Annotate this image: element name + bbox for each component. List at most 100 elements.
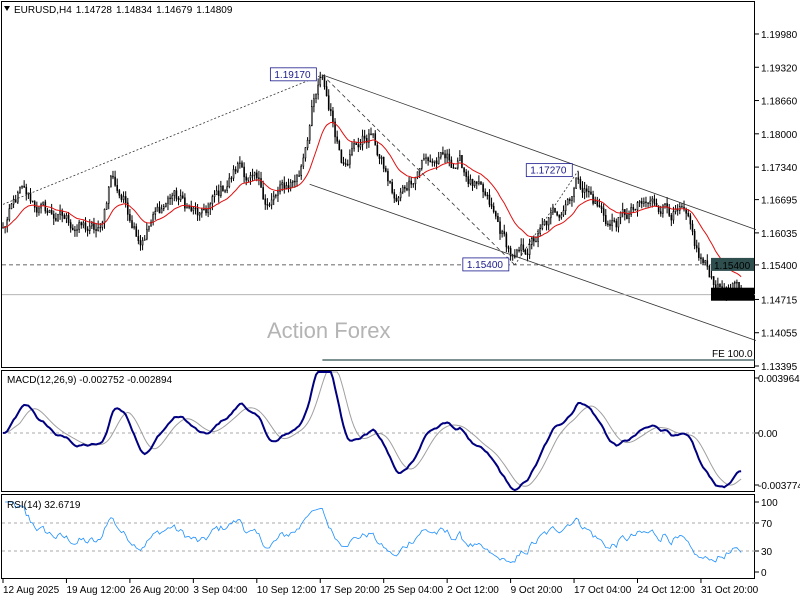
candle-body	[659, 211, 662, 214]
candle-body	[533, 238, 535, 242]
candle-body	[473, 181, 476, 187]
candle-body	[592, 194, 594, 204]
candle-body	[228, 177, 231, 188]
candle-body	[249, 175, 252, 179]
candle-body	[302, 157, 305, 167]
candle-body	[416, 171, 419, 178]
candle-body	[712, 276, 715, 286]
candle-body	[573, 188, 575, 197]
candle-body	[175, 190, 178, 199]
time-tick-label: 17 Sep 20:00	[320, 585, 380, 596]
candle-body	[19, 186, 21, 193]
macd-tick-label: 0.003964	[758, 374, 800, 385]
candle-body	[8, 208, 11, 221]
candle-body	[332, 110, 334, 123]
candle-body	[465, 171, 467, 177]
candle-body	[429, 160, 432, 163]
candle-body	[110, 175, 112, 188]
candle-body	[21, 185, 23, 188]
candle-body	[275, 194, 277, 197]
price-panel-frame	[1, 1, 755, 368]
candle-body	[241, 162, 243, 168]
close-value: 1.14809	[196, 5, 233, 16]
candle-body	[710, 276, 713, 278]
candle-body	[97, 226, 99, 231]
candle-body	[566, 199, 569, 206]
candle-body	[359, 144, 362, 148]
candle-body	[156, 206, 159, 212]
candle-body	[554, 207, 556, 213]
candle-body	[509, 248, 512, 257]
candle-body	[340, 149, 343, 163]
candle-body	[437, 156, 440, 165]
candle-body	[327, 95, 330, 110]
candle-body	[619, 212, 622, 218]
candle-body	[600, 206, 603, 209]
candle-body	[91, 223, 93, 227]
candle-body	[167, 197, 169, 204]
candle-body	[456, 160, 459, 169]
candle-body	[230, 177, 233, 180]
candle-body	[632, 207, 635, 210]
price-tick-label: 1.14055	[761, 329, 798, 340]
candle-body	[486, 194, 489, 197]
candle-body	[549, 211, 552, 219]
candle-body	[313, 98, 315, 107]
candle-body	[653, 198, 656, 204]
candle-body	[702, 258, 704, 264]
candle-body	[14, 199, 17, 203]
candle-body	[469, 178, 472, 184]
candle-body	[649, 200, 651, 204]
macd-tick-label: -0.003774	[758, 481, 800, 492]
candle-body	[86, 228, 89, 232]
candle-body	[169, 197, 171, 200]
time-tick-label: 17 Oct 04:00	[574, 585, 632, 596]
candle-body	[733, 282, 736, 284]
candle-body	[372, 133, 374, 136]
candle-body	[706, 260, 709, 267]
candle-body	[103, 209, 106, 224]
candle-body	[602, 208, 605, 216]
macd-layer	[2, 371, 755, 492]
candle-body	[63, 215, 66, 219]
candle-body	[598, 205, 601, 207]
candle-body	[630, 207, 632, 215]
candle-body	[323, 76, 326, 87]
candle-body	[530, 238, 533, 245]
candle-body	[571, 196, 573, 201]
candle-body	[88, 225, 91, 232]
candle-body	[645, 201, 647, 204]
candle-body	[137, 236, 140, 241]
candle-body	[317, 84, 319, 95]
candle-body	[268, 204, 271, 206]
candle-body	[581, 187, 584, 193]
open-value: 1.14728	[76, 5, 113, 16]
candle-body	[255, 172, 258, 179]
candle-body	[71, 227, 74, 231]
candle-body	[226, 186, 228, 191]
candle-body	[471, 178, 474, 187]
candle-body	[583, 188, 586, 193]
collapse-triangle-icon[interactable]	[4, 6, 10, 11]
candle-body	[196, 208, 199, 216]
candle-body	[330, 109, 332, 112]
candle-body	[556, 211, 558, 216]
channel-upper-line	[322, 74, 757, 230]
candle-body	[50, 209, 53, 215]
candle-body	[666, 203, 668, 208]
candle-body	[526, 253, 529, 255]
candle-body	[431, 161, 434, 163]
candle-body	[162, 206, 165, 210]
rsi-title: RSI(14) 32.6719	[7, 500, 81, 511]
candle-body	[404, 186, 406, 189]
candle-body	[306, 139, 309, 148]
candle-body	[393, 192, 396, 199]
candle-body	[640, 201, 643, 204]
candle-body	[501, 231, 503, 234]
candle-body	[283, 182, 286, 189]
candle-body	[65, 215, 68, 219]
candle-body	[126, 202, 129, 215]
candle-body	[10, 203, 13, 209]
candle-body	[507, 246, 510, 249]
